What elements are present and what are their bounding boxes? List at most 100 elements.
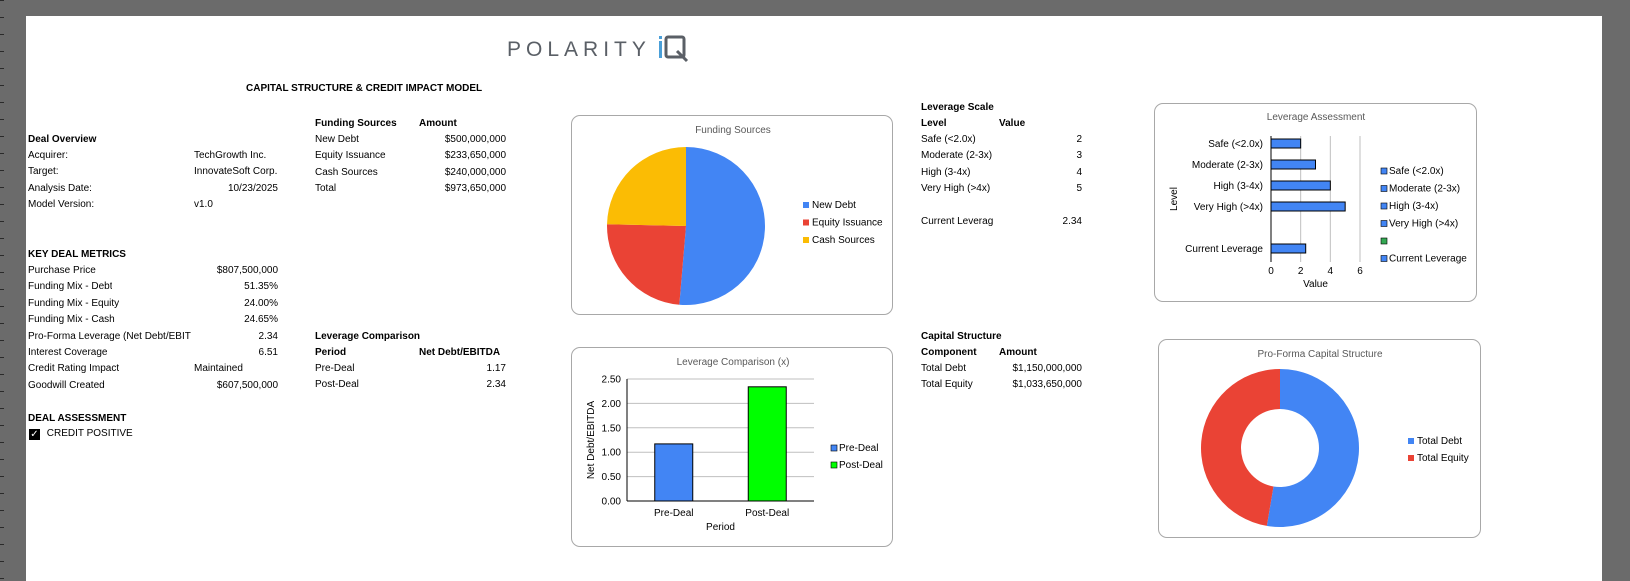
chart-title: Funding Sources [695,125,771,136]
row-label: Model Version: [28,199,95,211]
current-leverage-value: 2.34 [1062,216,1082,227]
row-label: Purchase Price [28,265,96,276]
row-label: High (3-4x) [921,166,971,178]
row-label: Target: [28,166,59,178]
window-edge [0,0,4,581]
row-label: New Debt [315,134,359,145]
company-logo: POLARITY [507,35,691,65]
table-row: Funding Mix - Equity 24.00% [28,296,288,312]
legend-swatch [1380,167,1388,175]
y-tick-label: 2.50 [602,375,622,386]
legend-swatch [1380,185,1388,192]
x-tick-label: Post-Deal [745,508,789,519]
row-value: v1.0 [194,199,213,211]
row-label: Total Debt [921,363,967,374]
leverage-assessment-chart[interactable]: Leverage Assessment 0 2 4 6 Safe (<2.0x) Moder… [1154,103,1477,302]
logo-mark-icon [659,35,689,63]
legend-entry: Total Equity [1417,453,1469,464]
row-label: Interest Coverage [28,347,108,358]
row-value: Maintained [194,363,243,375]
x-axis-label: Period [706,522,735,533]
legend-swatch [1380,237,1388,245]
legend-entry: Equity Issuance [812,218,883,229]
row-value: $233,650,000 [444,150,506,162]
row-value: 4 [1076,166,1082,178]
table-row: Interest Coverage 6.51 [28,345,288,361]
y-tick-label: Current Leverage [1185,244,1263,255]
y-tick-label: Very High (>4x) [1194,202,1263,213]
leverage-scale-col2: Value [999,118,1026,129]
table-row: Cash Sources $240,000,000 [315,165,506,181]
y-tick-label: Safe (<2.0x) [1208,139,1263,150]
deal-overview-heading: Deal Overview [28,134,97,145]
checkbox[interactable]: ✓ [29,429,40,440]
funding-sources-chart[interactable]: Funding Sources New Debt Equity Issuance Ca… [571,115,893,315]
legend-swatch [1408,455,1414,461]
table-row: Funding Mix - Debt 51.35% [28,279,288,295]
funding-sources-col2: Amount [419,118,457,129]
row-value: 2 [1076,134,1082,145]
y-axis-label: Level [1169,187,1180,211]
table-row: Total Debt $1,150,000,000 [921,361,1082,377]
donut-slice [1266,369,1359,527]
table-row: Purchase Price $807,500,000 [28,263,288,279]
table-row: Funding Mix - Cash 24.65% [28,312,288,328]
x-tick-label: 0 [1268,266,1274,277]
row-value: 1.17 [486,363,506,374]
x-tick-label: Pre-Deal [654,508,693,519]
y-tick-label: 1.00 [602,448,622,459]
y-tick-label: Moderate (2-3x) [1192,160,1263,171]
table-row: Moderate (2-3x) 3 [921,148,1082,164]
legend-entry: Cash Sources [812,235,875,246]
table-row: Equity Issuance $233,650,000 [315,148,506,164]
row-value: 24.65% [244,314,278,326]
table-row: Pro-Forma Leverage (Net Debt/EBIT 2.34 [28,329,288,345]
row-value: 3 [1076,150,1082,162]
pro-forma-capital-structure-chart[interactable]: Pro-Forma Capital Structure Total Debt Tot… [1158,339,1481,538]
row-label: Safe (<2.0x) [921,134,976,145]
legend-entry: High (3-4x) [1389,201,1438,212]
table-row: Acquirer: TechGrowth Inc. [28,148,288,164]
row-label: Very High (>4x) [921,183,991,195]
row-value: $1,033,650,000 [1012,379,1082,391]
row-value: 24.00% [244,297,278,309]
row-label: Equity Issuance [315,150,386,162]
legend-swatch [803,237,809,243]
table-row: Total $973,650,000 [315,181,506,197]
pie-slice [607,147,686,226]
pie-slice [607,224,686,305]
x-tick-label: 6 [1357,266,1363,277]
x-tick-label: 2 [1298,266,1304,277]
legend-swatch [830,461,838,469]
deal-assessment-status: ✓ CREDIT POSITIVE [29,427,133,441]
row-label: Post-Deal [315,379,359,391]
legend-swatch [1380,220,1388,227]
bar [747,386,787,502]
table-row: Pre-Deal 1.17 [315,361,506,377]
chart-title: Leverage Assessment [1267,112,1366,123]
legend-entry: Moderate (2-3x) [1389,184,1460,195]
row-label: Goodwill Created [28,379,105,391]
row-value: $973,650,000 [444,183,506,195]
row-value: 2.34 [486,379,506,391]
table-row: High (3-4x) 4 [921,165,1082,181]
chart-title: Pro-Forma Capital Structure [1257,349,1382,360]
row-value: $807,500,000 [216,265,278,276]
row-value: 51.35% [244,281,278,293]
bar [654,443,694,502]
y-tick-label: High (3-4x) [1214,181,1263,192]
row-label: Acquirer: [28,150,69,161]
leverage-comparison-col2: Net Debt/EBITDA [419,347,501,358]
bar [1270,201,1346,212]
row-value: $1,150,000,000 [1012,363,1082,374]
funding-sources-col1: Funding Sources [315,118,397,129]
current-leverage-label: Current Leverag [921,216,994,227]
y-tick-label: 1.50 [602,423,622,434]
row-label: Funding Mix - Cash [28,314,115,326]
leverage-comparison-chart[interactable]: Leverage Comparison (x) 0.00 0.50 1.00 1.50 2… [571,347,893,547]
row-value: $240,000,000 [444,166,506,178]
leverage-scale-col1: Level [921,118,947,129]
pie-slice [679,147,765,305]
leverage-comparison-heading: Leverage Comparison [315,331,421,342]
legend-swatch [830,444,838,452]
